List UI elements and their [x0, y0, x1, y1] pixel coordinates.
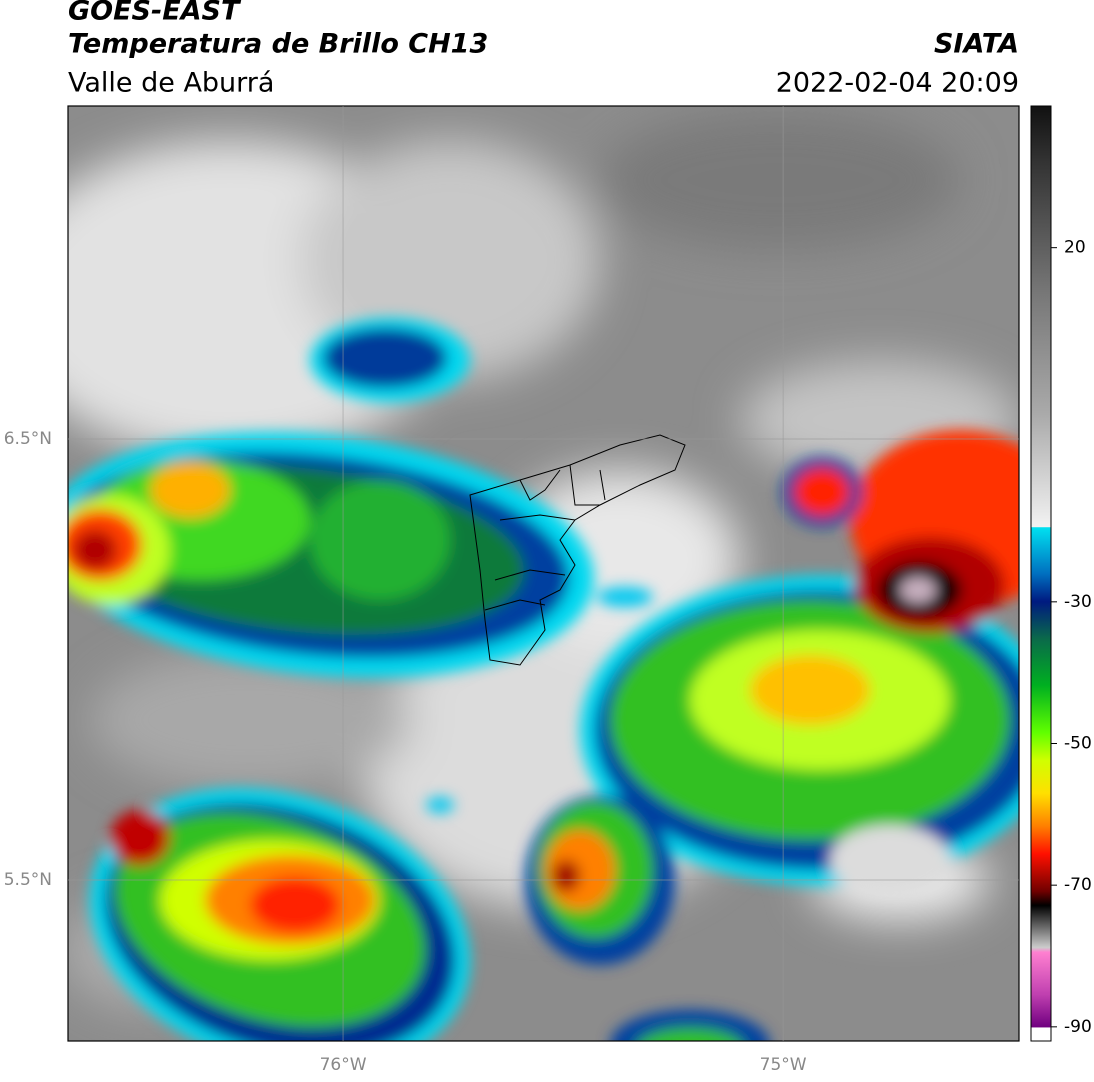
colorbar-tick-label: -90: [1064, 1017, 1092, 1037]
region: Valle de Aburrá: [68, 68, 274, 99]
x-tick-label: 75°W: [760, 1055, 807, 1075]
colorbar-tick-label: -50: [1064, 734, 1092, 754]
datetime: 2022-02-04 20:09: [776, 68, 1019, 99]
colorbar-tick-label: -30: [1064, 592, 1092, 612]
source: GOES-EAST: [68, 0, 242, 27]
satellite-image: [68, 106, 1019, 1041]
colorbar-tick-label: -70: [1064, 875, 1092, 895]
agency: SIATA: [934, 29, 1019, 60]
colorbar: [1030, 105, 1052, 1042]
municipal-boundaries: [469, 434, 686, 666]
y-tick-label: 5.5°N: [4, 870, 52, 890]
x-tick-label: 76°W: [320, 1055, 367, 1075]
map-frame: [67, 105, 1020, 1042]
product: Temperatura de Brillo CH13: [68, 29, 488, 60]
y-tick-label: 6.5°N: [4, 429, 52, 449]
colorbar-tick-label: 20: [1064, 238, 1086, 258]
